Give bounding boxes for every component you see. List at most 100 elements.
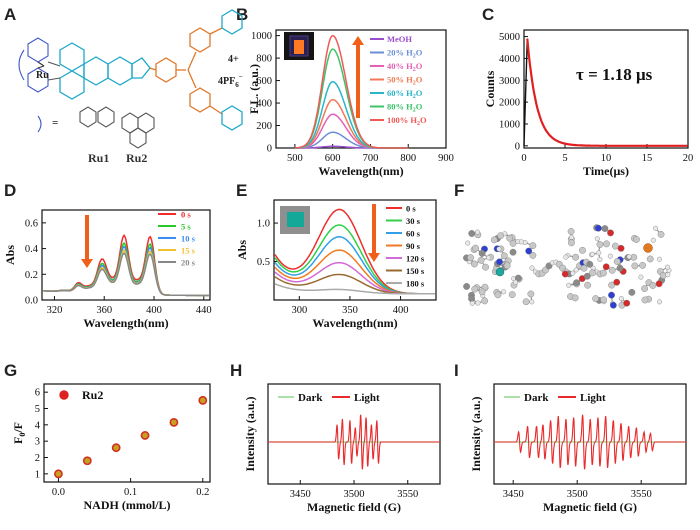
y-axis-label: Abs: [3, 245, 17, 265]
data-point: [169, 417, 179, 427]
atom: [594, 224, 602, 232]
legend-label-light: Light: [580, 392, 606, 404]
legend-label: 120 s: [406, 254, 425, 264]
atom: [613, 258, 621, 265]
atom: [608, 291, 615, 299]
y-tick-label: 0: [267, 144, 272, 155]
x-axis-label: NADH (mmol/L): [84, 498, 171, 512]
x-tick-label: 800: [400, 153, 416, 164]
legend-label-dark: Dark: [298, 392, 323, 404]
atom: [600, 269, 607, 277]
panel-letter-i: I: [454, 361, 459, 380]
legend-label: 180 s: [406, 279, 425, 289]
decay-fit-line: [526, 38, 688, 147]
y-tick-label: 0.0: [25, 296, 38, 307]
atom: [650, 237, 656, 243]
atom: [481, 297, 489, 305]
legend-marker: [59, 390, 69, 400]
y-tick-label: 0.5: [257, 257, 270, 268]
atom: [529, 299, 535, 305]
plot-frame: [523, 29, 689, 149]
plot-frame: [41, 209, 211, 301]
x-tick-label: 600: [325, 153, 341, 164]
y-tick-label: 3000: [499, 76, 520, 87]
atom: [588, 269, 596, 277]
y-tick-label: 4: [35, 420, 41, 431]
chart-c-decay: 0 5 10 15 20 0 1000 2000 3000 4000 5000 Time(μs) Cou…: [483, 29, 694, 178]
y-tick-label: 200: [256, 121, 272, 132]
atom: [561, 270, 569, 278]
atom: [501, 289, 507, 295]
atom: [641, 285, 648, 292]
metal-atom-p: [643, 243, 653, 253]
atom: [623, 299, 631, 307]
legend-label: 100% H2O: [387, 115, 427, 127]
legend-label: 40% H2O: [387, 61, 423, 73]
x-tick-label: 20: [683, 153, 694, 164]
ru2-label: Ru2: [126, 151, 147, 165]
atom: [613, 278, 621, 286]
atom: [497, 232, 504, 240]
atom: [472, 244, 479, 252]
panel-letter-e: E: [236, 181, 247, 200]
charge-label: 4+: [228, 54, 239, 65]
y-axis-label: F0/F: [11, 422, 27, 444]
x-tick-label: 15: [642, 153, 653, 164]
legend-label: 20% H2O: [387, 48, 423, 60]
atom: [567, 228, 575, 235]
atom: [490, 236, 498, 244]
atom: [657, 230, 665, 238]
x-tick-label: 3450: [503, 489, 524, 500]
series-line-180s: [274, 283, 435, 295]
plot-frame: [273, 199, 437, 301]
atom: [468, 230, 476, 237]
y-tick-label: 2: [35, 453, 40, 464]
atom: [596, 241, 604, 248]
legend-label: 0 s: [181, 210, 191, 220]
data-point: [198, 395, 208, 405]
legend-label: Ru2: [82, 388, 103, 402]
atom: [527, 290, 535, 298]
atom: [503, 262, 511, 270]
chart-e-absorbance: 300 350 400 0.5 1.0 Wavelength(nm) Abs 0 s 30 s 6…: [235, 199, 437, 330]
atom: [475, 229, 481, 235]
atom: [609, 301, 617, 309]
atom: [608, 266, 616, 274]
y-tick-label: 3: [35, 437, 40, 448]
panel-letter-f: F: [454, 181, 464, 200]
intensity-up-arrow-head: [352, 36, 364, 45]
legend-label: 5 s: [181, 222, 191, 232]
atom: [463, 283, 470, 290]
atom: [649, 282, 657, 289]
absorbance-down-arrow-head: [81, 259, 93, 268]
atom: [514, 274, 522, 282]
atom: [573, 267, 579, 273]
atom: [628, 288, 636, 296]
y-tick-label: 0: [515, 141, 520, 152]
chemical-structure-a: [18, 9, 243, 149]
ligand-equals-sign: =: [52, 117, 58, 129]
atom: [655, 280, 663, 288]
x-axis-label: Magnetic field (G): [307, 500, 401, 514]
atom: [583, 272, 591, 280]
panel-letter-a: A: [4, 5, 16, 24]
atom: [603, 240, 610, 248]
atom: [467, 254, 474, 262]
legend-label: 150 s: [406, 266, 425, 276]
data-point: [54, 469, 63, 479]
atom: [478, 288, 486, 296]
atom: [611, 242, 619, 250]
legend-label: 60% H2O: [387, 88, 423, 100]
tau-annotation: τ = 1.18 μs: [576, 65, 653, 84]
y-tick-label: 400: [256, 99, 272, 110]
panel-letter-g: G: [4, 361, 17, 380]
legend-label: MeOH: [387, 34, 412, 44]
x-axis-label: Time(μs): [583, 164, 629, 178]
atom: [471, 260, 478, 268]
x-tick-label: 350: [342, 305, 358, 316]
x-tick-label: 3500: [344, 489, 365, 500]
y-tick-label: 6: [35, 388, 40, 399]
legend-label: 60 s: [406, 229, 421, 239]
y-axis-label: Counts: [483, 70, 497, 107]
